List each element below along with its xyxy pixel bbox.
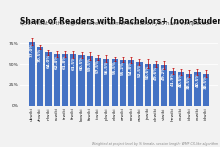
Text: 55.5%: 55.5% <box>113 60 117 74</box>
Text: Share of Readers with Bachelors+ (non-students only): Share of Readers with Bachelors+ (non-st… <box>20 17 220 26</box>
Text: 56.5%: 56.5% <box>104 60 108 74</box>
Bar <box>128 60 134 106</box>
Bar <box>153 64 159 106</box>
Text: 57.5%: 57.5% <box>96 59 100 73</box>
Bar <box>62 54 68 106</box>
Text: Weighted at project level by % female, session length: WMF CX-like algorithm: Weighted at project level by % female, s… <box>92 142 218 146</box>
Bar <box>95 58 101 106</box>
Text: 64.0%: 64.0% <box>46 53 50 68</box>
Text: 38.5%: 38.5% <box>204 75 208 89</box>
Bar <box>194 72 200 106</box>
Text: 41.9%: 41.9% <box>170 72 175 86</box>
Text: 62.4%: 62.4% <box>55 55 59 69</box>
Text: 59.5%: 59.5% <box>88 57 92 71</box>
Text: 40.5%: 40.5% <box>179 73 183 87</box>
Text: 54.8%: 54.8% <box>129 61 133 75</box>
Bar <box>120 60 126 106</box>
Bar <box>161 65 167 106</box>
Bar <box>112 60 118 106</box>
Bar <box>136 62 143 106</box>
Text: 77.0%: 77.0% <box>30 42 34 57</box>
Text: 61.8%: 61.8% <box>63 55 67 69</box>
Bar <box>54 54 60 106</box>
Bar <box>178 72 184 106</box>
Text: 61.5%: 61.5% <box>71 55 75 70</box>
Bar <box>186 74 192 106</box>
Bar <box>103 59 110 106</box>
Bar <box>37 47 43 106</box>
Bar <box>29 41 35 106</box>
Bar <box>145 64 151 106</box>
Text: 40.5%: 40.5% <box>195 73 199 87</box>
Text: 55.2%: 55.2% <box>121 61 125 75</box>
Text: 49.2%: 49.2% <box>162 66 166 80</box>
Bar <box>45 52 51 106</box>
Text: 50.6%: 50.6% <box>146 64 150 79</box>
Text: 60.5%: 60.5% <box>80 56 84 71</box>
Text: 38.5%: 38.5% <box>187 75 191 89</box>
Bar <box>79 55 85 106</box>
Bar <box>70 54 76 106</box>
Text: 70.5%: 70.5% <box>38 48 42 62</box>
Text: Q36: What is the highest level of formal education you have completed?: Q36: What is the highest level of formal… <box>20 21 211 26</box>
Bar <box>169 71 176 106</box>
Bar <box>87 56 93 106</box>
Text: 49.6%: 49.6% <box>154 65 158 80</box>
Bar <box>203 74 209 106</box>
Text: 52.5%: 52.5% <box>138 63 141 77</box>
